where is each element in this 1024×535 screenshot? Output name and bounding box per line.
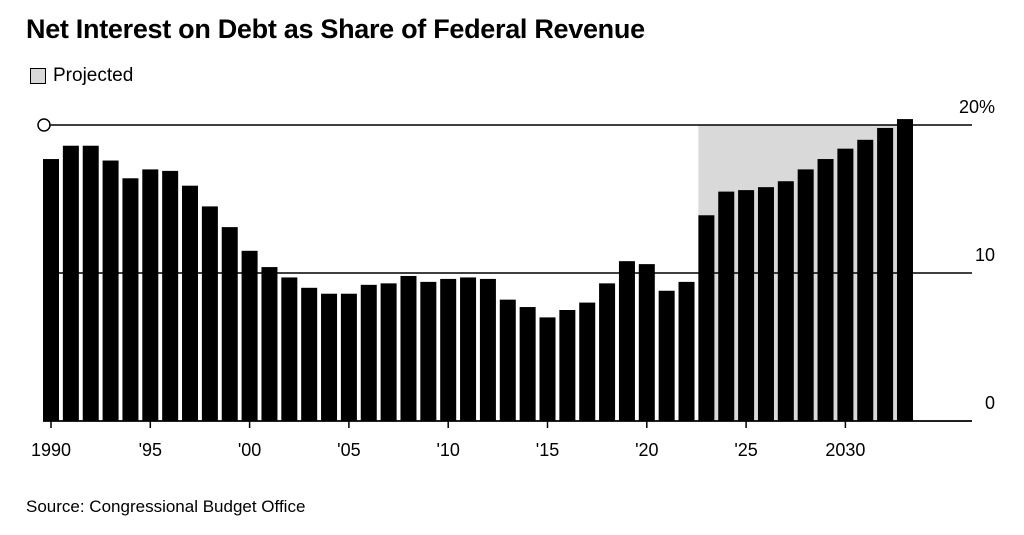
bar-2032 [877, 127, 894, 422]
bar-1995 [142, 169, 159, 421]
bar-2025 [738, 190, 755, 421]
x-tick-label: '00 [238, 440, 261, 460]
bar-2000 [241, 250, 258, 421]
bar-2029 [817, 159, 834, 422]
axis-origin-circle-marker [37, 118, 51, 132]
x-tick-label: '05 [337, 440, 360, 460]
bar-2014 [519, 307, 536, 421]
bar-2011 [460, 277, 477, 421]
bar-1991 [62, 145, 79, 421]
x-tick-label: '20 [635, 440, 658, 460]
x-tick-label: '15 [536, 440, 559, 460]
bar-1998 [201, 206, 218, 421]
bar-2023 [698, 215, 715, 421]
bar-2012 [479, 278, 496, 421]
bar-2006 [360, 284, 377, 421]
bar-2027 [777, 181, 794, 421]
bar-2016 [559, 310, 576, 421]
x-tick-label: '95 [139, 440, 162, 460]
bar-2026 [757, 187, 774, 421]
bar-2021 [658, 290, 675, 421]
bar-1993 [102, 160, 119, 421]
bar-1990 [43, 159, 59, 422]
bar-2030 [837, 148, 854, 421]
x-tick-label: 2030 [825, 440, 865, 460]
bar-2028 [797, 169, 814, 421]
bar-2002 [281, 277, 298, 421]
bar-2019 [618, 261, 635, 421]
bar-2007 [380, 283, 397, 421]
y-tick-label: 0 [985, 393, 995, 413]
bar-2010 [440, 278, 457, 421]
x-tick-label: '10 [436, 440, 459, 460]
bar-1994 [122, 178, 139, 421]
bar-2033 [896, 119, 913, 421]
bar-1999 [221, 227, 238, 421]
bar-2005 [340, 293, 357, 421]
chart-title: Net Interest on Debt as Share of Federal… [26, 14, 645, 44]
y-tick-label: 20% [959, 97, 995, 117]
bar-2017 [579, 302, 596, 421]
bar-2009 [420, 281, 437, 421]
legend-swatch-projected [30, 68, 46, 84]
x-tick-label: 1990 [31, 440, 71, 460]
bar-1992 [82, 145, 99, 421]
bar-2022 [678, 281, 695, 421]
x-tick-label: '25 [734, 440, 757, 460]
bar-1997 [182, 185, 199, 421]
source-note: Source: Congressional Budget Office [26, 497, 306, 516]
bar-2015 [539, 317, 556, 421]
bar-2020 [638, 264, 655, 421]
bar-2008 [400, 275, 417, 421]
bar-2031 [857, 139, 874, 422]
bar-2013 [499, 299, 516, 421]
bar-2018 [599, 283, 616, 421]
bar-1996 [162, 170, 179, 421]
legend-label-projected: Projected [53, 65, 134, 86]
bar-2003 [301, 287, 318, 421]
bar-2001 [261, 267, 278, 421]
y-tick-label: 10 [975, 245, 995, 265]
bar-2024 [718, 191, 735, 421]
bar-2004 [321, 293, 338, 421]
legend: Projected [30, 65, 133, 87]
